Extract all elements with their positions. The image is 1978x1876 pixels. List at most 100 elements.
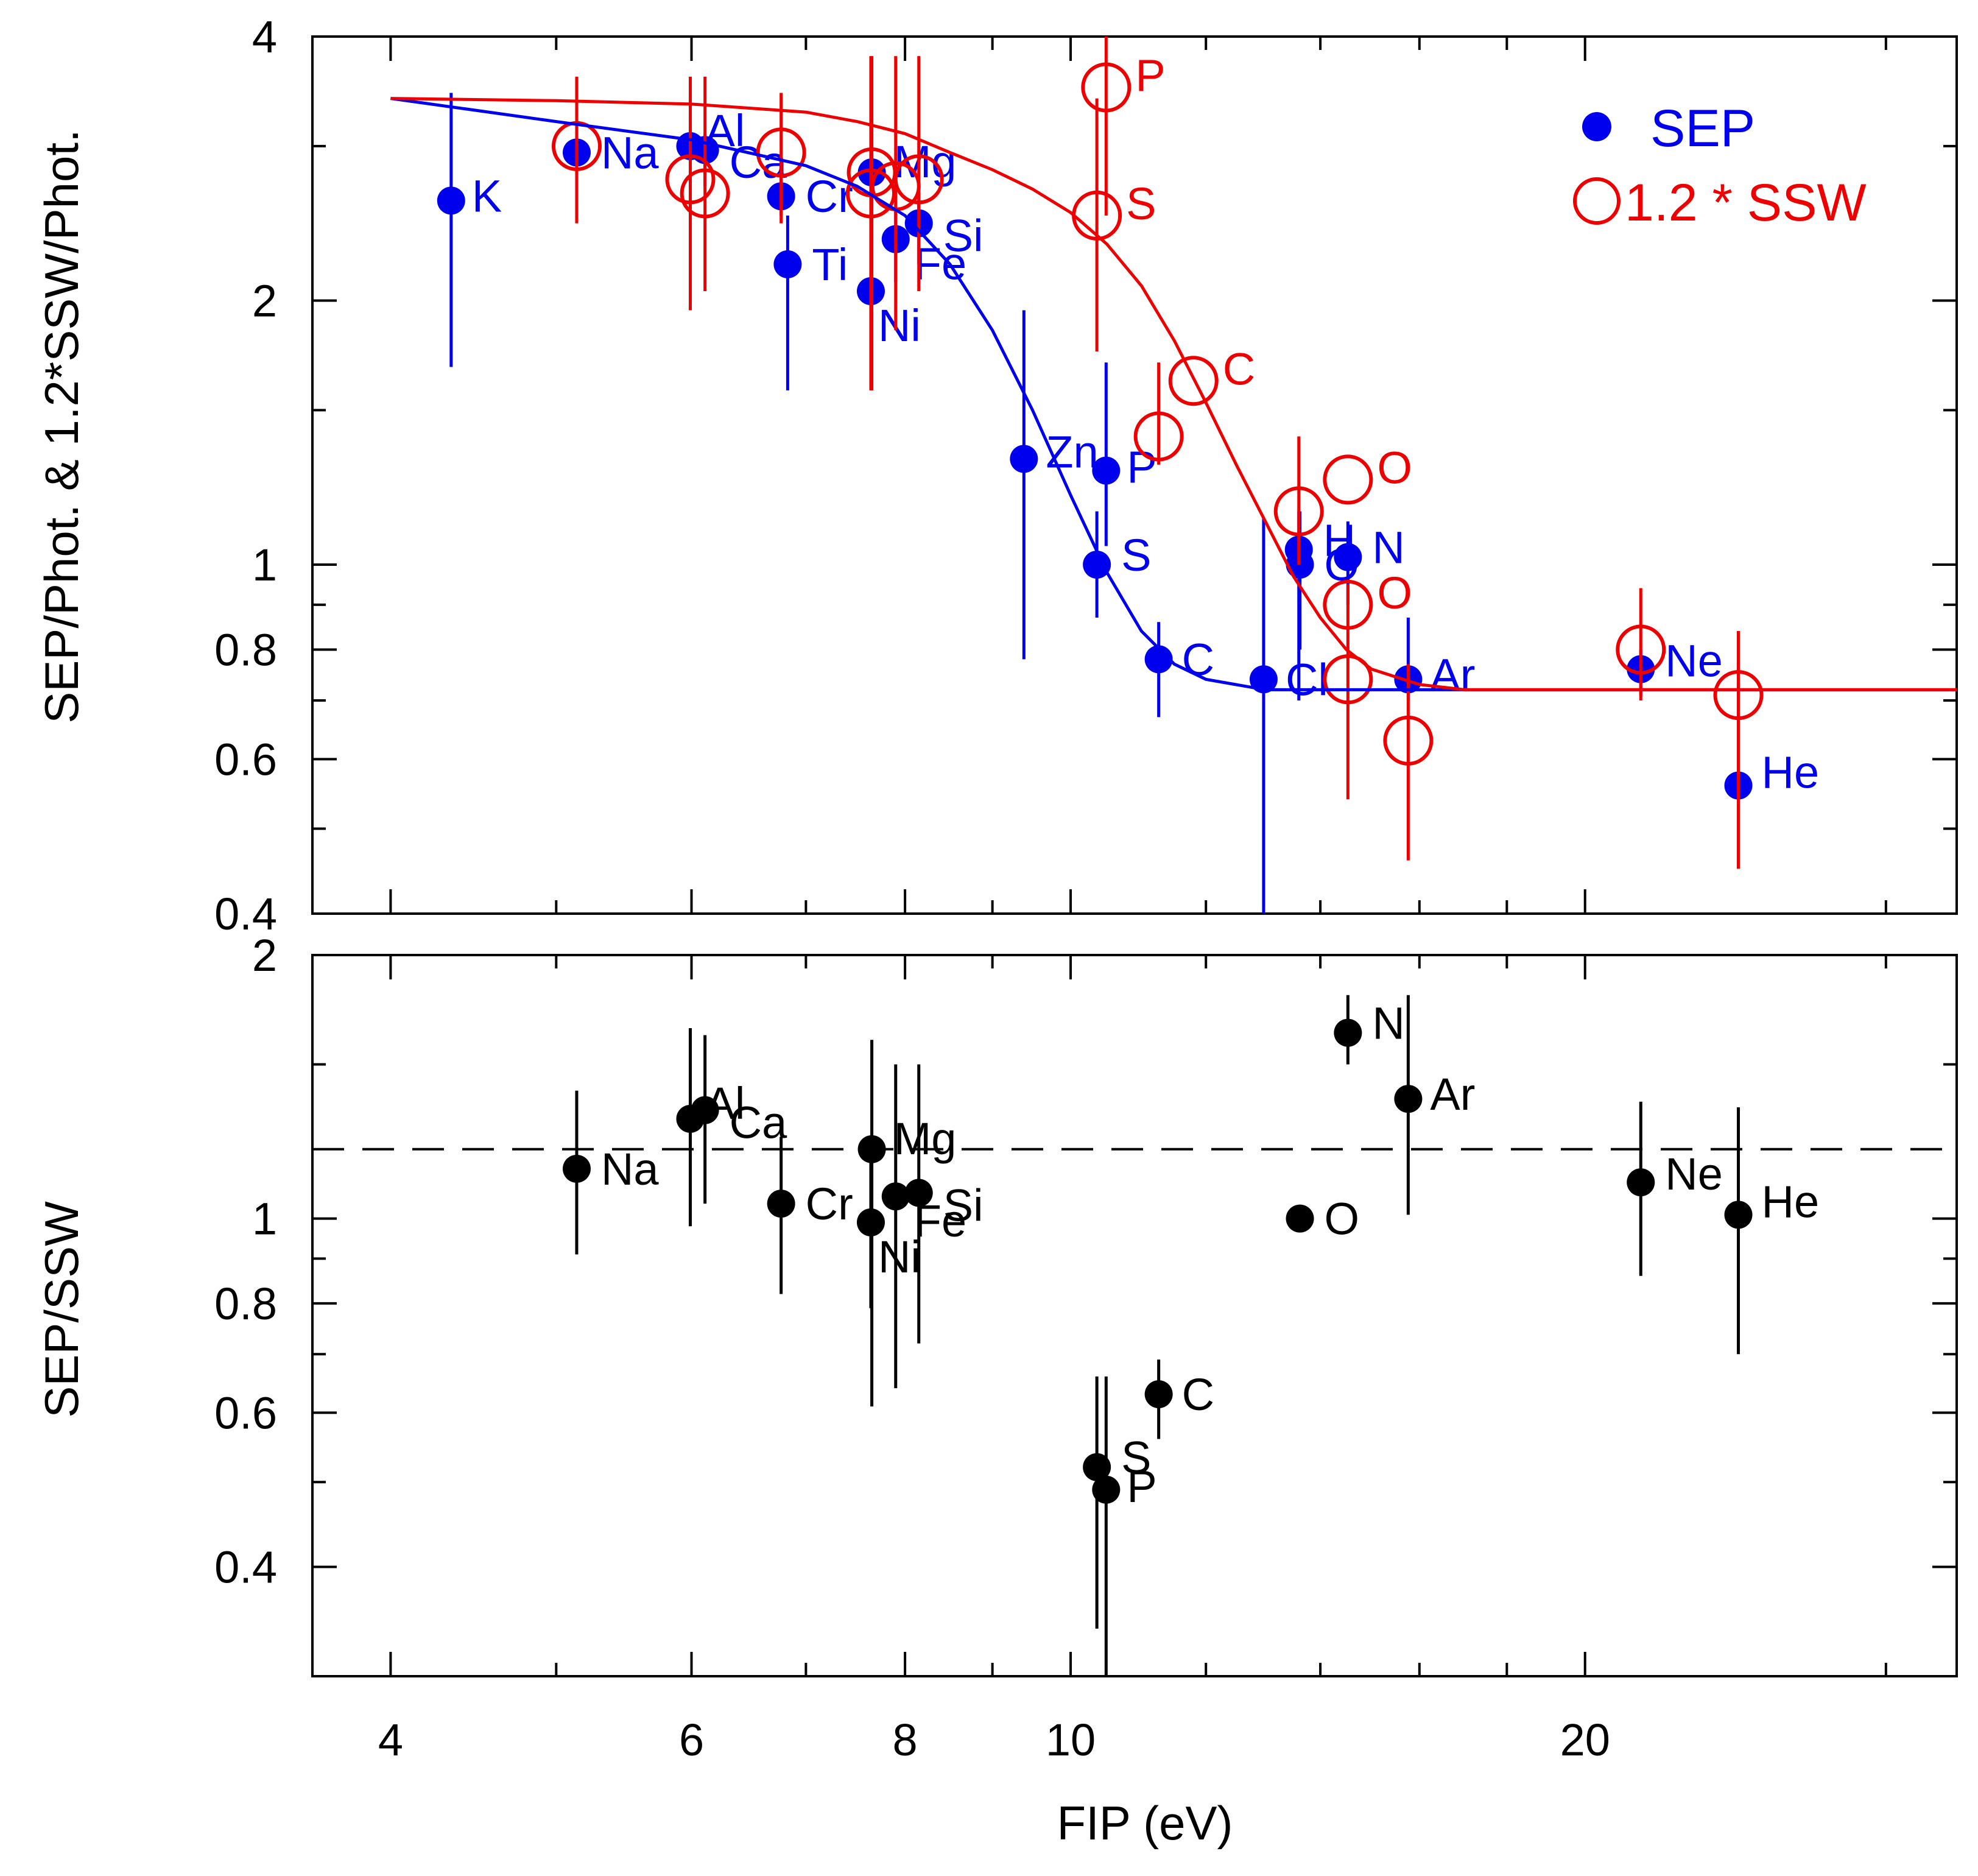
point-label: Na xyxy=(601,1144,659,1194)
data-point xyxy=(1083,550,1111,579)
legend: SEP 1.2 * SSW xyxy=(1573,99,1867,232)
data-point xyxy=(1083,1453,1111,1481)
point-label: Ne xyxy=(1665,636,1723,686)
data-point xyxy=(1334,1018,1362,1047)
ssw-fit-line xyxy=(390,97,1957,691)
point-label: S xyxy=(1126,178,1156,229)
y-tick-label: 0.8 xyxy=(214,1278,277,1329)
point-label: N xyxy=(1372,523,1404,573)
legend-sep-label: SEP xyxy=(1650,99,1755,158)
plot-frame xyxy=(311,35,1958,915)
ssw-point xyxy=(1168,356,1219,406)
point-label: P xyxy=(1127,1461,1156,1512)
point-label: O xyxy=(1377,568,1412,618)
point-label: N xyxy=(1372,998,1404,1049)
point-label: Ca xyxy=(730,1098,787,1148)
data-point xyxy=(904,1179,933,1207)
point-label: Ni xyxy=(878,300,921,351)
x-tick-label: 20 xyxy=(1560,1715,1610,1765)
ssw-point xyxy=(1713,670,1764,721)
point-label: Cr xyxy=(806,1179,853,1229)
ssw-point xyxy=(1323,454,1373,505)
y-tick-label: 0.6 xyxy=(214,1388,277,1438)
data-point xyxy=(856,1208,885,1236)
point-label: Zn xyxy=(1046,426,1098,477)
point-label: K xyxy=(472,171,502,221)
data-point xyxy=(691,1096,719,1124)
series-1-2-ssw: P S C O O xyxy=(551,37,1764,869)
data-point xyxy=(437,186,465,215)
point-label: Cl xyxy=(1286,654,1328,705)
ssw-point xyxy=(680,168,730,219)
point-label: Ti xyxy=(812,239,848,290)
y-tick-label: 2 xyxy=(252,275,277,326)
data-point xyxy=(1092,456,1121,485)
legend-sep-marker xyxy=(1582,112,1611,141)
top-y-axis-label: SEP/Phot. & 1.2*SSW/Phot. xyxy=(35,129,88,724)
legend-ssw-marker xyxy=(1573,177,1621,225)
point-label: Cr xyxy=(806,171,853,222)
ssw-point xyxy=(845,168,896,219)
ssw-point xyxy=(1081,62,1132,113)
ssw-point xyxy=(1323,654,1373,705)
x-tick-label: 4 xyxy=(378,1715,403,1765)
point-label: O xyxy=(1377,442,1412,493)
bottom-y-axis-label: SEP/SSW xyxy=(35,1201,88,1418)
data-point xyxy=(1010,445,1038,473)
point-label: He xyxy=(1762,747,1820,798)
data-point xyxy=(1334,543,1362,571)
point-label: P xyxy=(1135,51,1165,101)
ssw-point xyxy=(1383,715,1434,766)
point-label: Ar xyxy=(1430,1069,1475,1120)
plot-frame xyxy=(311,954,1958,1677)
x-tick-label: 10 xyxy=(1046,1715,1096,1765)
x-axis-label: FIP (eV) xyxy=(1057,1796,1233,1850)
ssw-point xyxy=(1616,624,1666,675)
x-tick-label: 6 xyxy=(679,1715,704,1765)
point-label: Ni xyxy=(878,1232,921,1282)
data-point xyxy=(1724,1201,1753,1229)
ssw-point xyxy=(756,127,806,178)
y-tick-label: 2 xyxy=(252,930,277,981)
data-point xyxy=(1249,665,1278,694)
ssw-point xyxy=(1273,486,1324,537)
y-tick-label: 0.6 xyxy=(214,734,277,785)
data-point xyxy=(562,1154,591,1183)
point-label: S xyxy=(1121,530,1151,580)
point-label: O xyxy=(1325,1194,1360,1244)
y-tick-label: 0.4 xyxy=(214,1542,277,1592)
point-label: Ar xyxy=(1430,649,1475,700)
point-label: Mg xyxy=(894,1113,957,1164)
legend-ssw-label: 1.2 * SSW xyxy=(1625,174,1867,232)
series-sep-fit xyxy=(390,97,1957,691)
point-label: C xyxy=(1223,344,1255,394)
point-label: S xyxy=(1121,1433,1151,1483)
ssw-point xyxy=(1133,411,1184,462)
point-label: Si xyxy=(943,1180,984,1230)
y-tick-label: 4 xyxy=(252,12,277,62)
point-label: C xyxy=(1182,1369,1214,1420)
point-label: Fe xyxy=(914,239,966,289)
data-point xyxy=(1394,1085,1423,1113)
series-ssw-fit xyxy=(390,97,1957,691)
data-point xyxy=(1627,1168,1655,1197)
data-point xyxy=(1286,1204,1314,1233)
data-point xyxy=(767,1190,795,1218)
point-label: Si xyxy=(943,211,984,261)
point-label: Ne xyxy=(1665,1149,1723,1199)
y-tick-label: 0.8 xyxy=(214,625,277,675)
y-tick-label: 1 xyxy=(252,1194,277,1244)
ssw-point xyxy=(665,154,716,205)
sep-fit-line xyxy=(390,97,1957,691)
data-point xyxy=(881,1182,910,1211)
ssw-point xyxy=(893,154,944,205)
top-panel: 0.40.60.8124KNaAlCaCrTiMgNiFeSiZnPSCClHO… xyxy=(214,12,1958,939)
data-point xyxy=(1144,645,1173,674)
y-tick-label: 0.4 xyxy=(214,889,277,939)
point-label: He xyxy=(1762,1176,1820,1227)
point-label: Na xyxy=(601,127,659,178)
data-point xyxy=(1144,1380,1173,1408)
